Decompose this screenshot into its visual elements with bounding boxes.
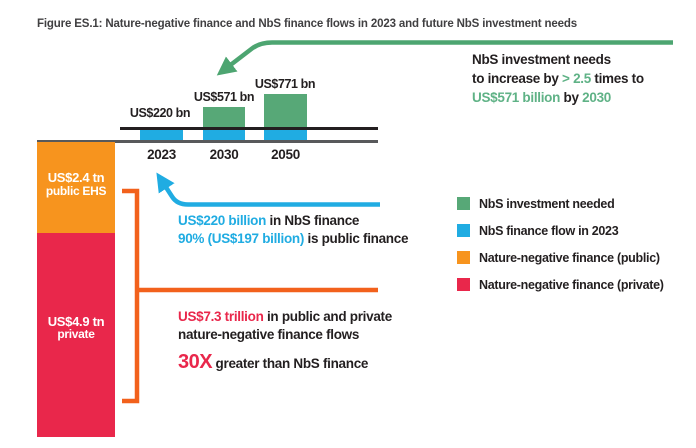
- bar-2023-nbs-flow: [140, 129, 183, 142]
- callout-nbs-line1-rest: in NbS finance: [266, 213, 360, 228]
- bar-nature-negative-public: US$2.4 tn public EHS: [37, 142, 115, 233]
- legend-swatch-green: [457, 197, 470, 210]
- legend: NbS investment needed NbS finance flow i…: [457, 196, 664, 304]
- year-label-2050: 2050: [271, 147, 300, 162]
- callout-nature-negative: US$7.3 trillion in public and private na…: [178, 308, 392, 373]
- callout-ir-line3-mid: by: [560, 90, 583, 105]
- callout-investment-needs: NbS investment needs to increase by > 2.…: [472, 50, 644, 107]
- legend-item-nbs-flow: NbS finance flow in 2023: [457, 223, 664, 238]
- bar-nature-negative-private: US$4.9 tn private: [37, 233, 115, 437]
- callout-ir-line1: NbS investment needs: [472, 52, 611, 67]
- callout-nbs-line1-blue: US$220 billion: [178, 213, 267, 228]
- private-caption-label: private: [57, 327, 95, 341]
- callout-neg-30x: 30X: [178, 351, 213, 373]
- year-label-2030: 2030: [209, 147, 239, 162]
- legend-item-negative-public: Nature-negative finance (public): [457, 250, 664, 265]
- private-value-label: US$4.9 tn: [47, 313, 105, 329]
- callout-nbs-line2-blue: 90% (US$197 billion): [178, 231, 305, 246]
- legend-label-negative-private: Nature-negative finance (private): [479, 277, 664, 292]
- chart-baseline: [37, 140, 378, 143]
- bar-label-2050: US$771 bn: [254, 77, 316, 91]
- public-caption-label: public EHS: [45, 183, 107, 198]
- legend-label-nbs-investment: NbS investment needed: [479, 196, 615, 211]
- nbs-2023-level-line: [120, 127, 378, 130]
- orange-bracket: [122, 188, 140, 404]
- figure-title: Figure ES.1: Nature-negative finance and…: [37, 18, 577, 30]
- callout-nbs-finance: US$220 billion in NbS finance 90% (US$19…: [178, 212, 408, 248]
- legend-item-nbs-investment: NbS investment needed: [457, 196, 664, 211]
- callout-ir-line3-green1: US$571 billion: [472, 90, 561, 105]
- bar-2030-nbs-flow: [203, 129, 245, 142]
- legend-label-nbs-flow: NbS finance flow in 2023: [479, 223, 619, 238]
- bar-2050-investment-needed: [264, 94, 307, 129]
- callout-neg-line1-rest: in public and private: [263, 309, 392, 324]
- callout-ir-line2-green: > 2.5: [562, 71, 591, 86]
- callout-neg-line3-rest: greater than NbS finance: [212, 356, 369, 371]
- bar-2030-investment-needed: [203, 107, 245, 129]
- blue-arrow-nbs-finance: [156, 172, 380, 207]
- callout-ir-line2-pre: to increase by: [472, 71, 563, 86]
- callout-neg-line2: nature-negative finance flows: [178, 327, 360, 342]
- callout-ir-line3-green2: 2030: [582, 90, 611, 105]
- bar-label-2030: US$571 bn: [193, 90, 255, 104]
- public-value-label: US$2.4 tn: [47, 170, 105, 185]
- legend-item-negative-private: Nature-negative finance (private): [457, 277, 664, 292]
- legend-swatch-orange: [457, 251, 470, 264]
- legend-swatch-blue: [457, 224, 470, 237]
- callout-nbs-line2-rest: is public finance: [304, 231, 409, 246]
- callout-ir-line2-post: times to: [590, 71, 644, 86]
- bar-2050-nbs-flow: [264, 129, 307, 142]
- callout-neg-line1-red: US$7.3 trillion: [178, 309, 264, 324]
- legend-swatch-crimson: [457, 278, 470, 291]
- bar-label-2023: US$220 bn: [129, 106, 191, 120]
- legend-label-negative-public: Nature-negative finance (public): [479, 250, 660, 265]
- year-label-2023: 2023: [147, 147, 176, 162]
